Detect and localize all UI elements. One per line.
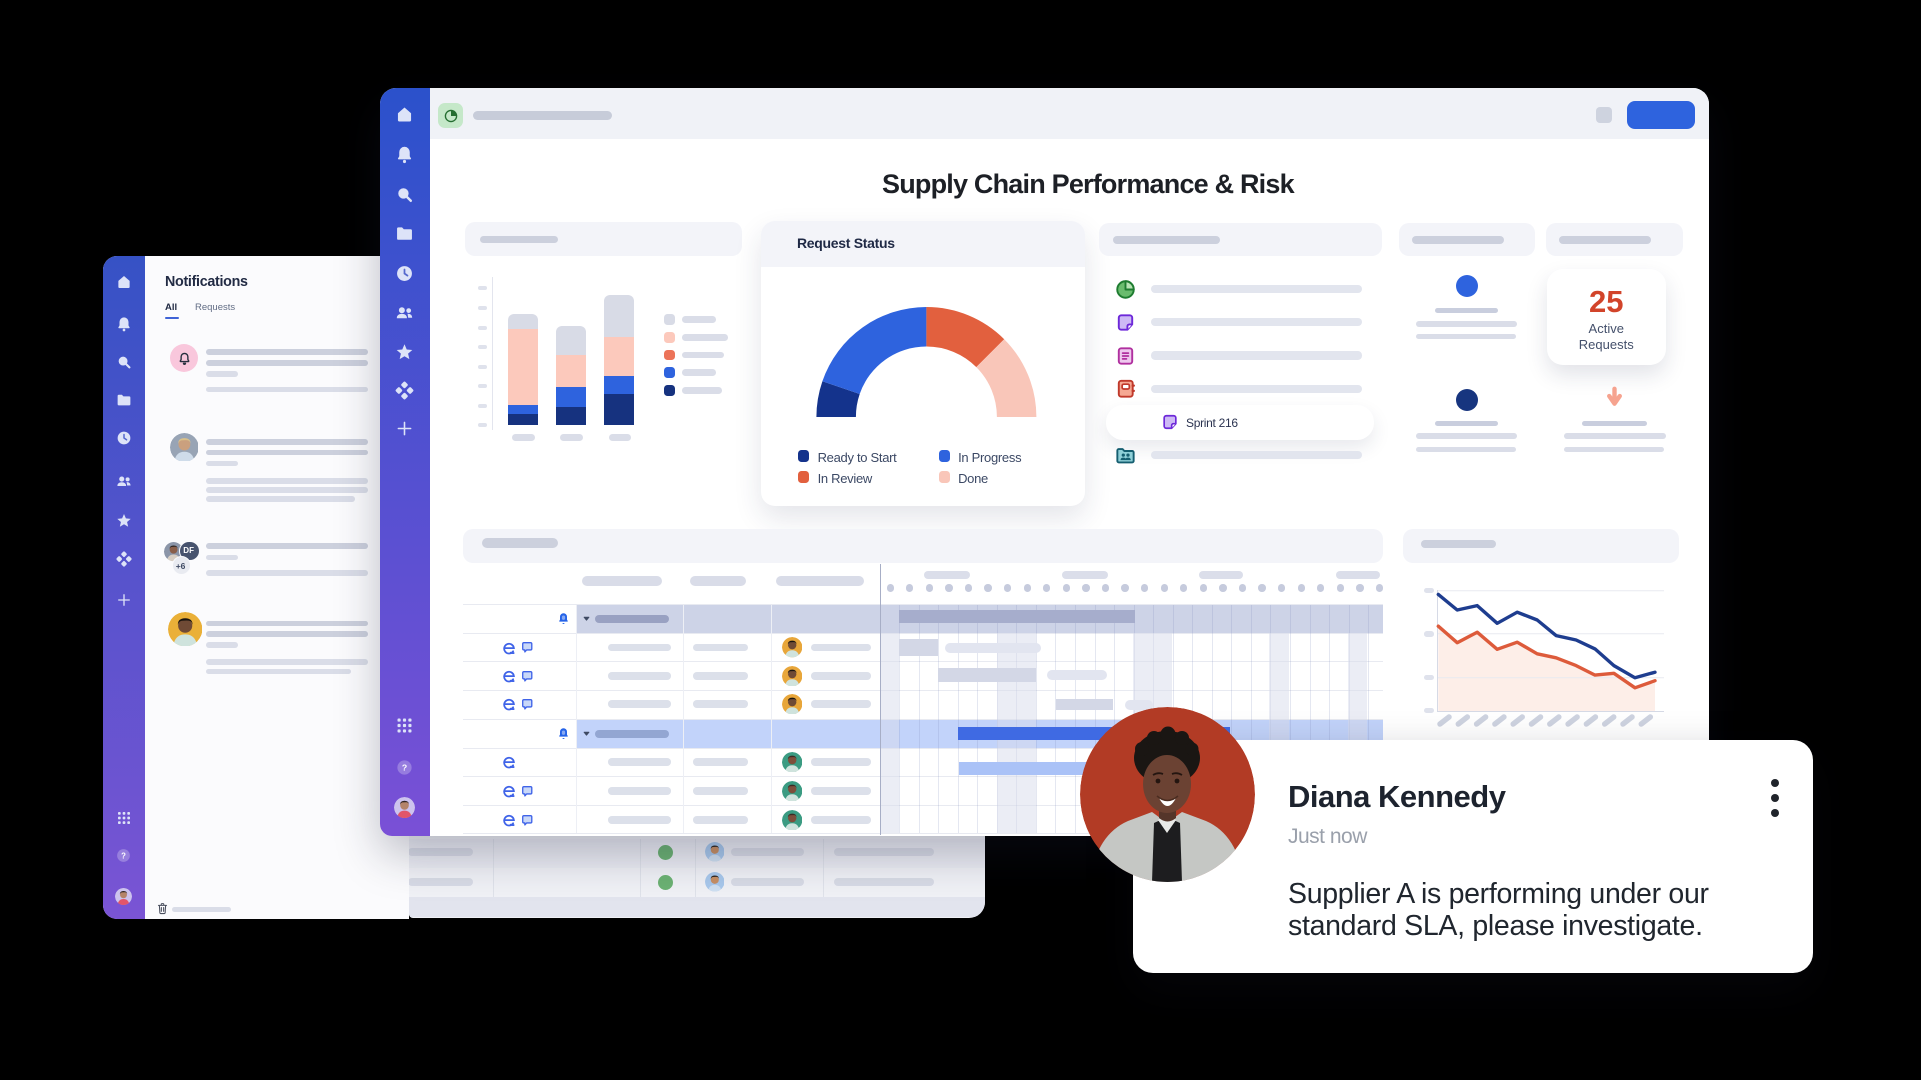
svg-text:?: ? (121, 852, 126, 861)
svg-text:?: ? (402, 762, 407, 772)
